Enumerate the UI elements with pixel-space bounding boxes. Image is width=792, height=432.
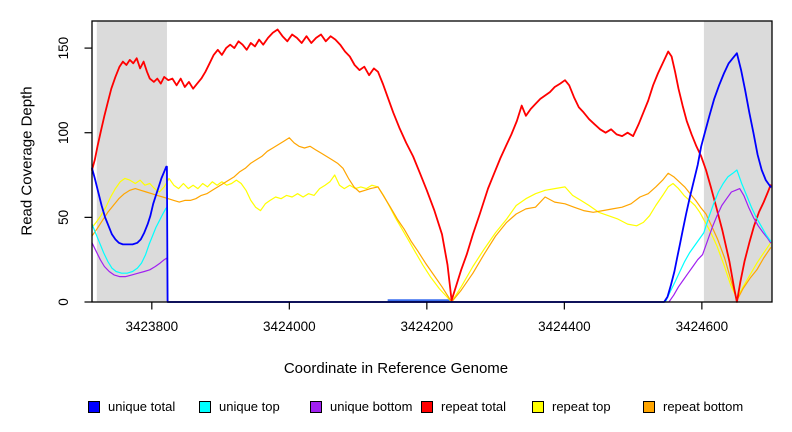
x-axis-title: Coordinate in Reference Genome: [283, 360, 509, 377]
series-unique-total: [91, 52, 772, 303]
unique-top-swatch: [199, 400, 211, 413]
unique-total-swatch: [88, 400, 100, 413]
legend-label: repeat bottom: [663, 399, 744, 414]
x-tick-label: 3423800: [126, 319, 179, 334]
repeat-top-swatch: [532, 400, 544, 413]
y-tick-label: 0: [56, 298, 71, 306]
y-tick-label: 50: [56, 210, 71, 225]
legend-label: repeat total: [441, 399, 507, 414]
legend: unique total unique top unique bottom re…: [88, 399, 743, 414]
legend-item-unique-top: unique top: [199, 399, 303, 414]
legend-item-unique-total: unique total: [88, 399, 192, 414]
highlight-region: [703, 21, 772, 302]
legend-label: unique top: [219, 399, 280, 414]
series-unique-bottom: [91, 188, 772, 303]
y-axis-title: Read Coverage Depth: [18, 86, 36, 236]
x-tick-label: 3424400: [538, 319, 591, 334]
y-tick-label: 150: [56, 37, 71, 60]
legend-label: unique bottom: [330, 399, 413, 414]
y-tick-label: 100: [56, 121, 71, 144]
legend-label: unique total: [108, 399, 176, 414]
highlight-region: [96, 21, 167, 302]
x-tick-label: 3424000: [263, 319, 316, 334]
legend-item-unique-bottom: unique bottom: [310, 399, 414, 414]
series-unique-top: [91, 169, 772, 303]
x-tick-label: 3424600: [676, 319, 729, 334]
series-repeat-total: [91, 28, 772, 303]
x-tick-label: 3424200: [401, 319, 454, 334]
series-repeat-top: [91, 174, 772, 303]
plot-box: [91, 20, 773, 303]
legend-item-repeat-bottom: repeat bottom: [643, 399, 743, 414]
unique-bottom-swatch: [310, 400, 322, 413]
series-repeat-bottom: [91, 137, 772, 303]
legend-label: repeat top: [552, 399, 611, 414]
repeat-bottom-swatch: [643, 400, 655, 413]
legend-item-repeat-top: repeat top: [532, 399, 636, 414]
repeat-total-swatch: [421, 400, 433, 413]
legend-item-repeat-total: repeat total: [421, 399, 525, 414]
